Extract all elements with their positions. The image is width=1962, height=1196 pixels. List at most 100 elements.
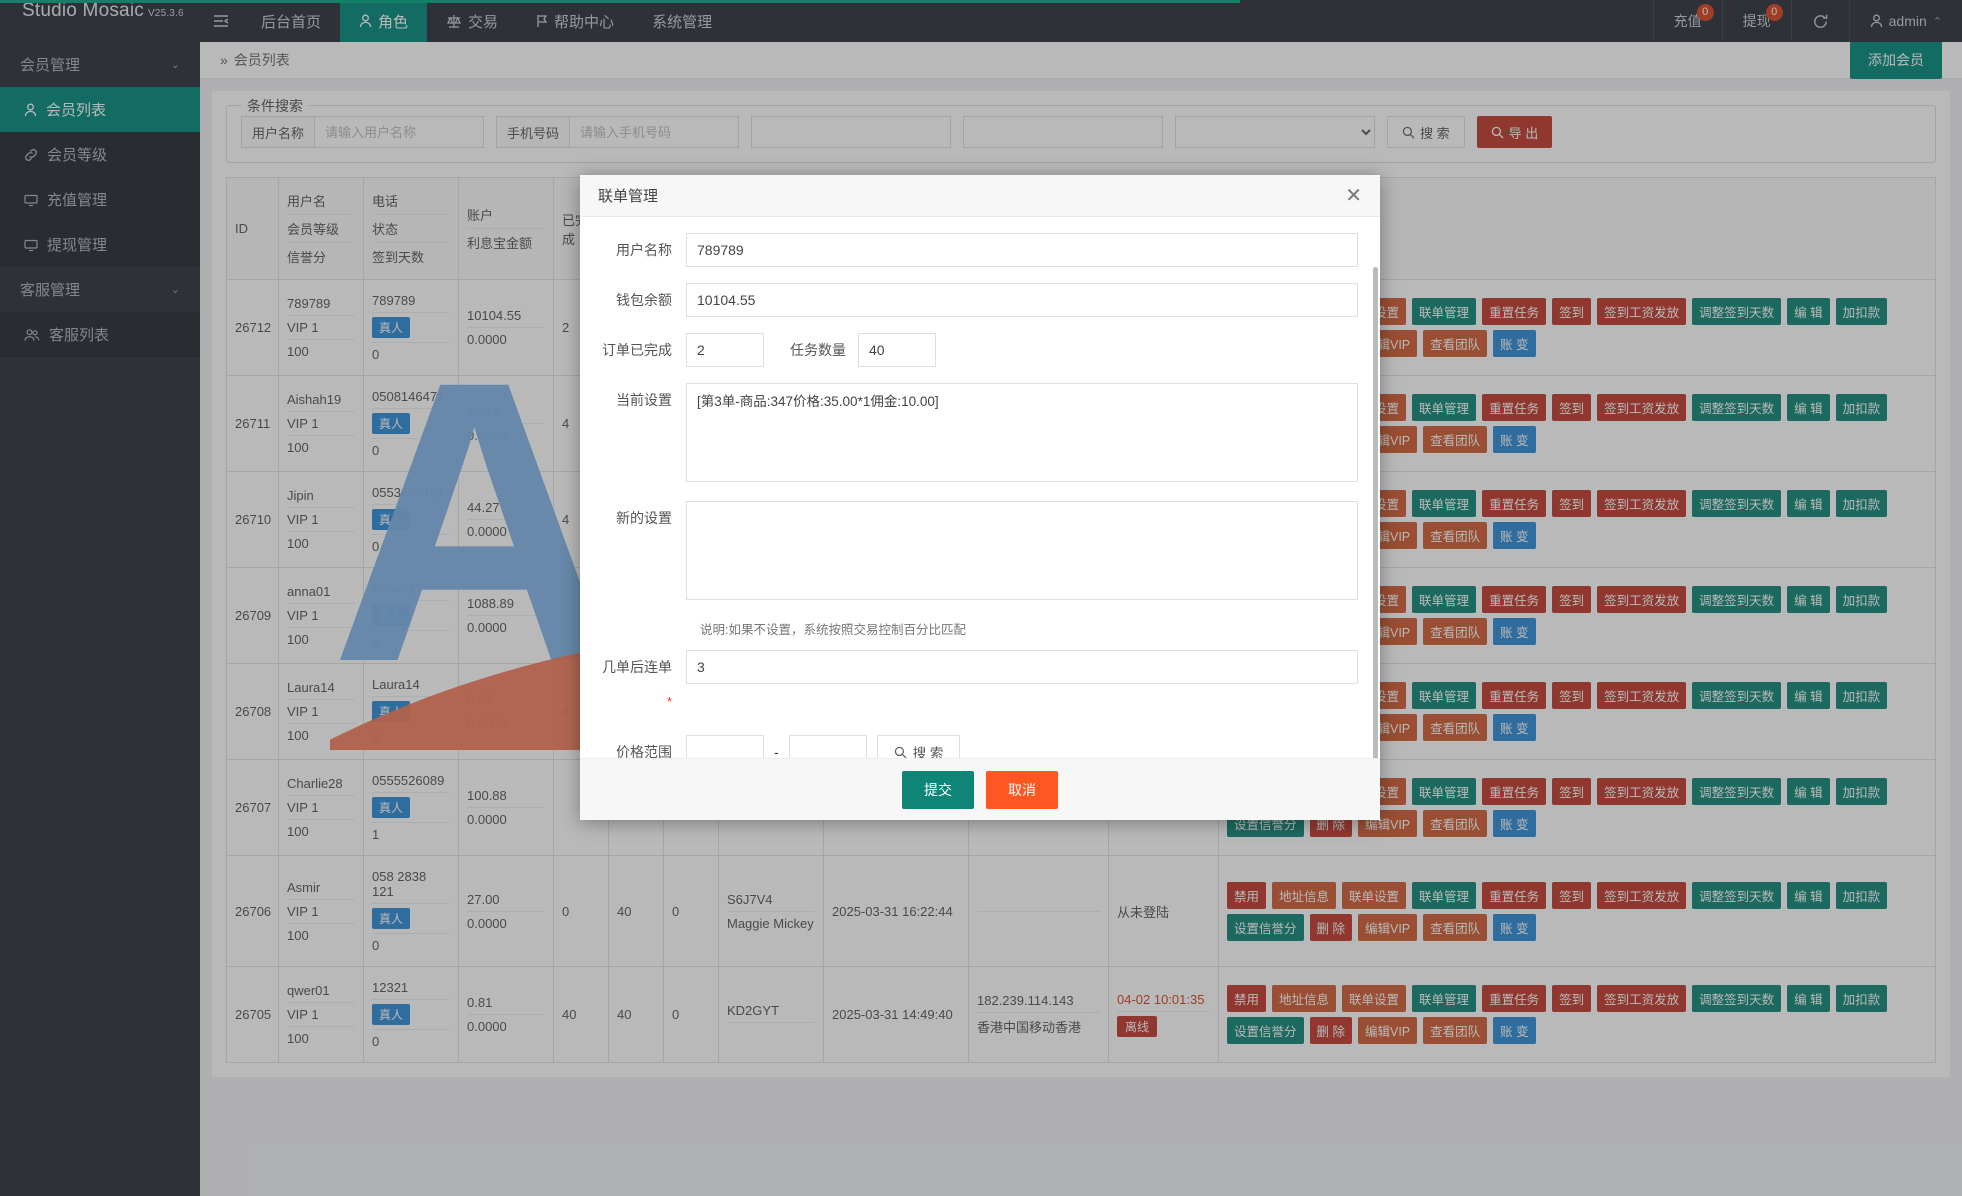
textarea-new-setting[interactable] xyxy=(686,501,1358,600)
op-button[interactable]: 签到 xyxy=(1552,298,1592,325)
op-button[interactable]: 删 除 xyxy=(1309,1017,1352,1044)
input-username[interactable] xyxy=(686,233,1358,267)
op-button[interactable]: 签到 xyxy=(1552,394,1592,421)
op-button[interactable]: 设置信誉分 xyxy=(1227,913,1304,941)
op-button[interactable]: 账 变 xyxy=(1493,522,1536,549)
op-button[interactable]: 签到 xyxy=(1552,881,1592,909)
op-button[interactable]: 加扣款 xyxy=(1835,298,1888,325)
nav-item-help[interactable]: 帮助中心 xyxy=(517,0,633,42)
op-button[interactable]: 重置任务 xyxy=(1482,394,1547,421)
op-button[interactable]: 重置任务 xyxy=(1482,490,1547,517)
sidebar-item-recharge-mgmt[interactable]: 充值管理 xyxy=(0,177,200,222)
op-button[interactable]: 账 变 xyxy=(1493,913,1536,941)
op-button[interactable]: 签到 xyxy=(1552,682,1592,709)
op-button[interactable]: 签到 xyxy=(1552,778,1592,805)
op-button[interactable]: 编 辑 xyxy=(1787,394,1830,421)
op-button[interactable]: 加扣款 xyxy=(1835,778,1888,805)
op-button[interactable]: 编辑VIP xyxy=(1358,913,1418,941)
op-button[interactable]: 调整签到天数 xyxy=(1692,490,1782,517)
op-button[interactable]: 账 变 xyxy=(1493,810,1536,837)
input-balance[interactable] xyxy=(686,283,1358,317)
op-button[interactable]: 加扣款 xyxy=(1835,394,1888,421)
op-button[interactable]: 编 辑 xyxy=(1787,682,1830,709)
op-button[interactable]: 加扣款 xyxy=(1835,881,1888,909)
close-icon[interactable]: ✕ xyxy=(1345,184,1362,207)
search-button[interactable]: 搜 索 xyxy=(1387,116,1465,148)
hamburger-icon[interactable] xyxy=(200,0,242,42)
op-button[interactable]: 编辑VIP xyxy=(1358,810,1418,837)
op-button[interactable]: 编 辑 xyxy=(1787,985,1830,1012)
op-button[interactable]: 签到工资发放 xyxy=(1597,682,1687,709)
op-button[interactable]: 重置任务 xyxy=(1482,985,1547,1012)
op-button[interactable]: 联单管理 xyxy=(1412,586,1477,613)
op-button[interactable]: 查看团队 xyxy=(1423,522,1488,549)
input-done[interactable] xyxy=(686,333,764,367)
op-button[interactable]: 签到工资发放 xyxy=(1597,490,1687,517)
op-button[interactable]: 地址信息 xyxy=(1272,985,1337,1012)
op-button[interactable]: 签到工资发放 xyxy=(1597,881,1687,909)
search-input-extra-2[interactable] xyxy=(963,116,1164,148)
op-button[interactable]: 签到工资发放 xyxy=(1597,394,1687,421)
nav-item-roles[interactable]: 角色 xyxy=(340,0,428,42)
op-button[interactable]: 签到工资发放 xyxy=(1597,985,1687,1012)
op-button[interactable]: 重置任务 xyxy=(1482,778,1547,805)
search-input-extra-1[interactable] xyxy=(751,116,952,148)
op-button[interactable]: 联单设置 xyxy=(1342,985,1407,1012)
op-button[interactable]: 加扣款 xyxy=(1835,490,1888,517)
op-button[interactable]: 签到工资发放 xyxy=(1597,298,1687,325)
op-button[interactable]: 编 辑 xyxy=(1787,586,1830,613)
modal-scrollbar[interactable] xyxy=(1373,267,1378,758)
op-button[interactable]: 签到工资发放 xyxy=(1597,778,1687,805)
op-button[interactable]: 查看团队 xyxy=(1423,714,1488,741)
op-button[interactable]: 调整签到天数 xyxy=(1692,985,1782,1012)
op-button[interactable]: 编 辑 xyxy=(1787,490,1830,517)
op-button[interactable]: 联单设置 xyxy=(1342,881,1407,909)
op-button[interactable]: 编 辑 xyxy=(1787,778,1830,805)
input-price-min[interactable] xyxy=(686,735,764,758)
nav-item-system[interactable]: 系统管理 xyxy=(633,0,731,42)
op-button[interactable]: 禁用 xyxy=(1227,985,1267,1012)
cancel-button[interactable]: 取消 xyxy=(986,770,1058,809)
op-button[interactable]: 加扣款 xyxy=(1835,586,1888,613)
op-button[interactable]: 重置任务 xyxy=(1482,881,1547,909)
op-button[interactable]: 调整签到天数 xyxy=(1692,778,1782,805)
op-button[interactable]: 账 变 xyxy=(1493,426,1536,453)
op-button[interactable]: 地址信息 xyxy=(1272,881,1337,909)
op-button[interactable]: 编辑VIP xyxy=(1358,1017,1418,1044)
op-button[interactable]: 禁用 xyxy=(1227,881,1267,909)
sidebar-group-members[interactable]: 会员管理 ⌄ xyxy=(0,42,200,87)
sidebar-item-withdraw-mgmt[interactable]: 提现管理 xyxy=(0,222,200,267)
add-member-button[interactable]: 添加会员 xyxy=(1850,41,1942,79)
search-input-username[interactable] xyxy=(314,116,485,148)
op-button[interactable]: 查看团队 xyxy=(1423,913,1488,941)
op-button[interactable]: 重置任务 xyxy=(1482,682,1547,709)
op-button[interactable]: 联单管理 xyxy=(1412,778,1477,805)
op-button[interactable]: 编 辑 xyxy=(1787,881,1830,909)
input-price-max[interactable] xyxy=(788,735,867,758)
search-select-extra-3[interactable] xyxy=(1175,116,1376,148)
sidebar-item-member-list[interactable]: 会员列表 xyxy=(0,87,200,132)
op-button[interactable]: 查看团队 xyxy=(1423,810,1488,837)
op-button[interactable]: 加扣款 xyxy=(1835,682,1888,709)
op-button[interactable]: 联单管理 xyxy=(1412,985,1477,1012)
op-button[interactable]: 签到工资发放 xyxy=(1597,586,1687,613)
export-button[interactable]: 导 出 xyxy=(1476,116,1553,148)
op-button[interactable]: 加扣款 xyxy=(1835,985,1888,1012)
op-button[interactable]: 联单管理 xyxy=(1412,394,1477,421)
op-button[interactable]: 调整签到天数 xyxy=(1692,394,1782,421)
op-button[interactable]: 查看团队 xyxy=(1423,426,1488,453)
nav-item-transactions[interactable]: 交易 xyxy=(427,0,517,42)
refresh-button[interactable] xyxy=(1790,0,1849,42)
op-button[interactable]: 删 除 xyxy=(1309,913,1352,941)
op-button[interactable]: 查看团队 xyxy=(1423,330,1488,357)
op-button[interactable]: 签到 xyxy=(1552,586,1592,613)
search-input-phone[interactable] xyxy=(569,116,740,148)
sidebar-item-member-level[interactable]: 会员等级 xyxy=(0,132,200,177)
op-button[interactable]: 账 变 xyxy=(1493,330,1536,357)
op-button[interactable]: 联单管理 xyxy=(1412,682,1477,709)
withdraw-button[interactable]: 提现 0 xyxy=(1721,0,1791,42)
op-button[interactable]: 设置信誉分 xyxy=(1227,1017,1304,1044)
product-search-button[interactable]: 搜 索 xyxy=(876,735,961,758)
op-button[interactable]: 账 变 xyxy=(1493,1017,1536,1044)
op-button[interactable]: 账 变 xyxy=(1493,714,1536,741)
